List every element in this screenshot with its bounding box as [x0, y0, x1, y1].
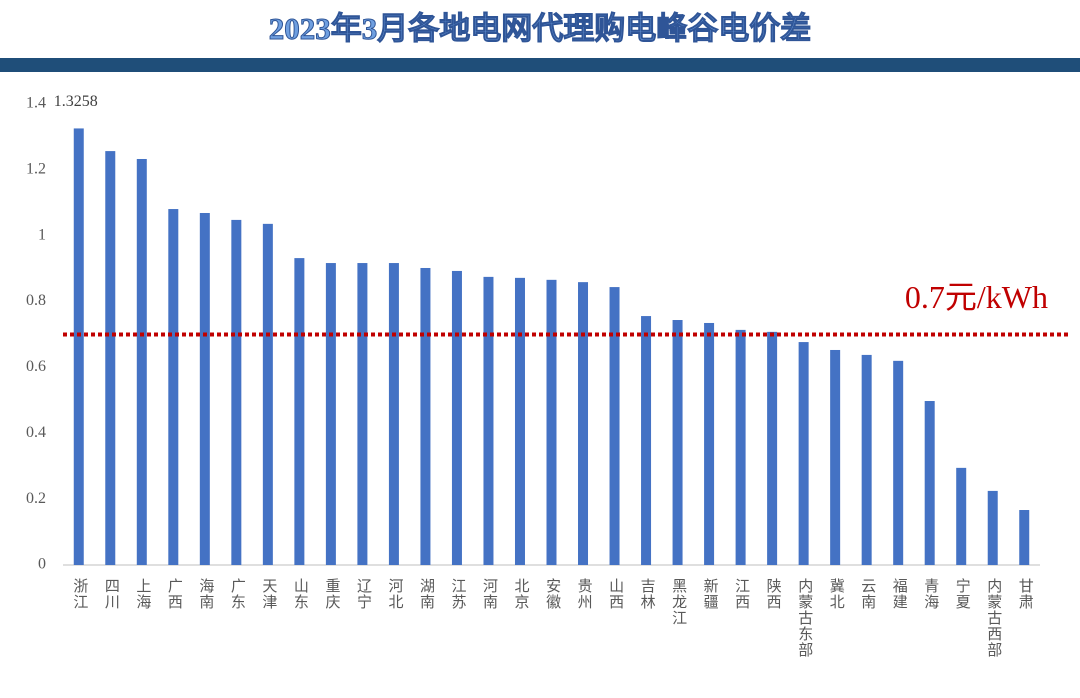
bar [893, 360, 904, 565]
bar [1019, 510, 1030, 565]
x-tick-label: 甘肃 [1017, 578, 1034, 610]
x-tick-label: 黑龙江 [670, 578, 687, 626]
y-tick-label: 1 [38, 226, 46, 243]
bar [451, 270, 462, 565]
x-tick-label: 四川 [103, 578, 120, 610]
reference-label: 0.7元/kWh [905, 279, 1048, 315]
bar [672, 320, 683, 565]
bar [262, 223, 273, 566]
x-tick-label: 青海 [922, 578, 939, 610]
x-tick-label: 浙江 [71, 578, 88, 610]
x-tick-label: 贵州 [576, 578, 593, 610]
bar [578, 282, 589, 565]
y-tick-label: 1.2 [26, 161, 46, 178]
bar [420, 267, 431, 565]
bar [641, 316, 652, 565]
x-tick-label: 山西 [607, 578, 624, 610]
y-tick-label: 0.2 [26, 490, 46, 507]
bar [325, 263, 336, 565]
bar [924, 401, 935, 565]
x-tick-label: 河南 [481, 578, 498, 610]
x-tick-label: 冀北 [828, 578, 845, 610]
bar [609, 287, 620, 565]
data-label: 1.3258 [54, 93, 98, 110]
bar [987, 490, 998, 565]
bar [546, 279, 557, 565]
x-tick-label: 安徽 [544, 578, 561, 610]
bar [830, 349, 841, 565]
x-tick-label: 北京 [513, 578, 530, 610]
x-tick-label: 上海 [134, 578, 151, 610]
bar [514, 277, 525, 565]
bar [199, 212, 210, 565]
x-tick-label: 陕西 [765, 578, 782, 610]
y-tick-label: 0.4 [26, 424, 46, 441]
bar [168, 209, 179, 565]
bar [735, 329, 746, 565]
y-tick-label: 1.4 [26, 95, 46, 112]
bar [861, 354, 872, 565]
x-tick-label: 海南 [197, 578, 214, 610]
bar [767, 331, 778, 565]
x-tick-label: 广西 [166, 578, 183, 610]
x-tick-label: 吉林 [639, 578, 656, 610]
bar [136, 158, 147, 565]
x-tick-label: 宁夏 [954, 578, 971, 610]
y-tick-label: 0.6 [26, 358, 46, 375]
y-tick-label: 0.8 [26, 292, 46, 309]
y-tick-label: 0 [38, 556, 46, 573]
x-tick-label: 辽宁 [355, 578, 372, 610]
chart-title: 2023年3月各地电网代理购电峰谷电价差 [269, 11, 812, 46]
bar [105, 151, 116, 565]
x-tick-label: 福建 [891, 578, 908, 610]
x-tick-label: 天津 [260, 578, 277, 610]
x-tick-label: 江西 [733, 578, 750, 610]
bar [483, 276, 494, 565]
x-tick-label: 云南 [859, 578, 876, 610]
title-band [0, 58, 1080, 72]
bar [73, 128, 84, 566]
bar [704, 322, 715, 565]
x-tick-label: 重庆 [323, 578, 340, 610]
x-tick-label: 河北 [386, 578, 403, 610]
bar [956, 467, 967, 565]
x-tick-label: 江苏 [450, 578, 467, 610]
bar [357, 263, 368, 565]
bar [231, 219, 242, 565]
bar [294, 258, 305, 565]
x-tick-label: 内蒙古东部 [796, 578, 813, 658]
x-tick-label: 新疆 [702, 578, 719, 610]
x-tick-label: 湖南 [418, 578, 435, 610]
x-tick-label: 山东 [292, 578, 308, 610]
bar [388, 263, 399, 565]
x-tick-label: 广东 [229, 578, 246, 610]
x-tick-label: 内蒙古西部 [985, 578, 1002, 658]
bar [798, 342, 809, 565]
